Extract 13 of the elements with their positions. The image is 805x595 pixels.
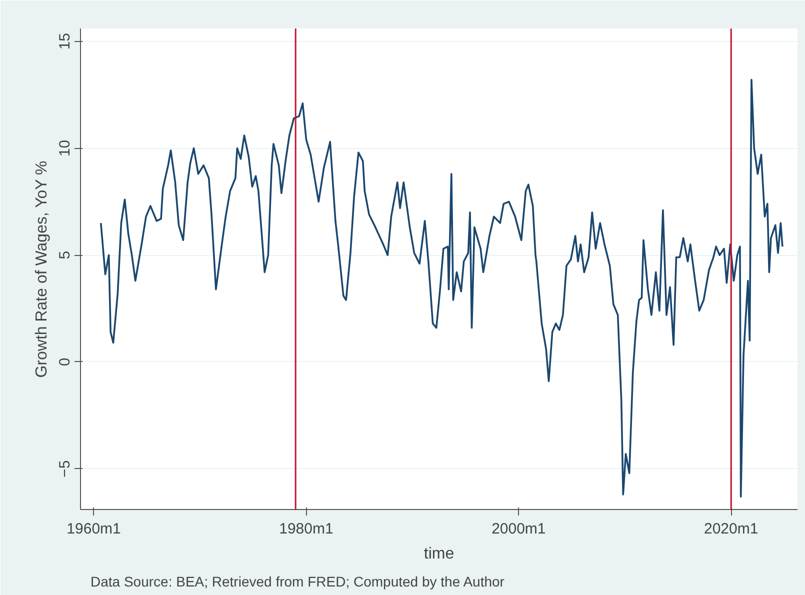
x-tick-label: 1980m1: [279, 520, 334, 538]
y-tick-label: 15: [56, 32, 74, 50]
line-series: [100, 78, 784, 498]
y-tick-label: −5: [56, 460, 74, 478]
x-tick-label: 1960m1: [66, 520, 121, 538]
y-axis-title: Growth Rate of Wages, YoY %: [34, 160, 50, 378]
y-tick-label: 10: [56, 140, 74, 157]
y-tick-label: 5: [56, 250, 74, 260]
y-tick-label: 0: [56, 358, 74, 366]
x-axis-title: time: [424, 546, 454, 562]
x-tick-label: 2000m1: [492, 520, 546, 538]
x-tick-label: 2020m1: [704, 520, 758, 538]
source-note: Data Source: BEA; Retrieved from FRED; Computed by the Author: [90, 574, 505, 590]
